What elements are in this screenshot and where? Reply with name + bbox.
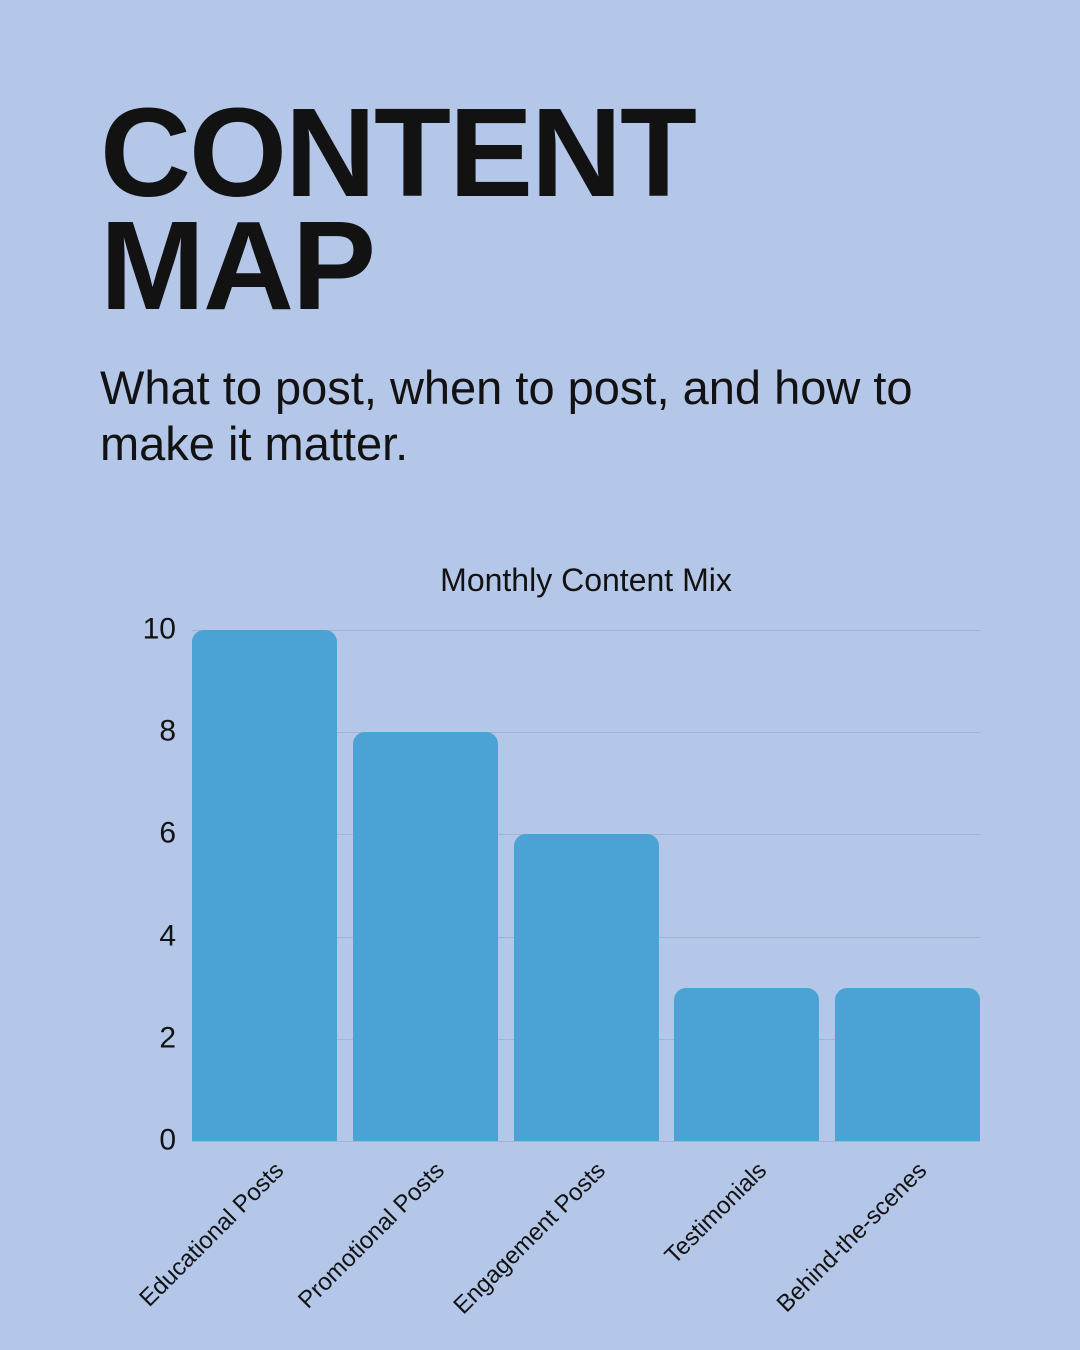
bar <box>674 987 820 1141</box>
bar <box>192 630 337 1141</box>
page-title-line-2: MAP <box>100 195 376 336</box>
bar <box>835 987 980 1141</box>
subtitle-line-2: make it matter. <box>100 417 409 470</box>
y-axis-tick-label: 10 <box>142 612 176 646</box>
y-axis-tick-label: 4 <box>159 918 176 952</box>
y-axis-tick-label: 0 <box>159 1123 176 1157</box>
plot-area: 0 2 4 6 8 10 Educational Posts Promotional Post… <box>135 612 980 1319</box>
y-axis-tick-label: 6 <box>159 816 176 850</box>
page-title: CONTENT MAP <box>100 82 697 336</box>
subtitle: What to post, when to post, and how to ma… <box>100 360 913 472</box>
x-axis-tick-label: Behind-the-scenes <box>771 1157 933 1318</box>
x-axis-tick-label: Promotional Posts <box>293 1157 451 1314</box>
grid-line <box>192 630 980 631</box>
grid-line <box>192 1141 980 1142</box>
y-axis-tick-label: 2 <box>159 1021 176 1055</box>
x-axis-tick-label: Educational Posts <box>134 1157 290 1312</box>
y-axis-tick-label: 8 <box>159 714 176 748</box>
grid-line <box>192 732 980 734</box>
bar <box>513 834 659 1141</box>
x-axis-tick-label: Engagement Posts <box>448 1157 612 1320</box>
chart-title: Monthly Content Mix <box>440 562 732 598</box>
bar <box>352 732 498 1141</box>
x-axis-tick-label: Testimonials <box>659 1157 772 1270</box>
page-title-line-1: CONTENT <box>100 82 697 223</box>
subtitle-line-1: What to post, when to post, and how to <box>100 361 913 414</box>
